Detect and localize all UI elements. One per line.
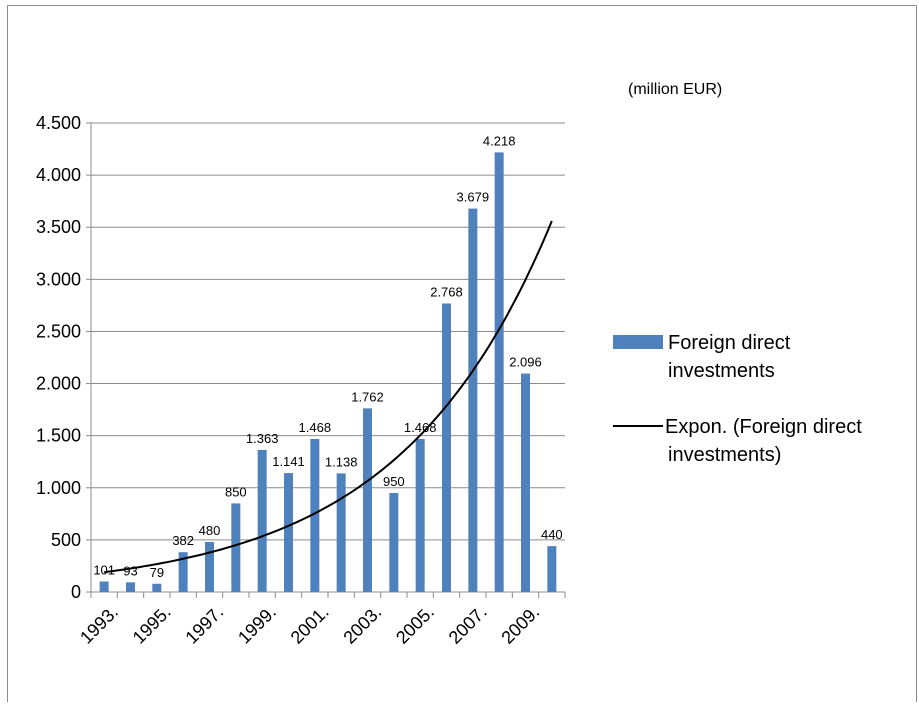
- x-tick-label: 1993.: [76, 602, 122, 648]
- data-label: 440: [541, 527, 563, 542]
- bar: [126, 582, 135, 592]
- data-label: 950: [383, 474, 405, 489]
- data-label: 850: [225, 484, 247, 499]
- bar: [257, 449, 267, 592]
- trendline: [104, 220, 553, 574]
- trendline-layer: [104, 220, 553, 574]
- y-tick-label: 500: [51, 530, 81, 550]
- data-label: 4.218: [483, 133, 516, 148]
- bar: [205, 541, 214, 592]
- legend: Foreign direct investments Expon. (Forei…: [613, 332, 862, 466]
- y-tick-label: 3.500: [36, 217, 81, 237]
- bar: [468, 208, 478, 592]
- x-tick-label: 2009.: [497, 602, 543, 648]
- bar: [152, 583, 162, 592]
- x-tick-label: 2005.: [392, 602, 438, 648]
- bar: [284, 473, 293, 592]
- data-label: 1.468: [299, 420, 332, 435]
- legend-label-trend-line1: Expon. (Foreign direct: [665, 416, 862, 438]
- data-label: 93: [123, 563, 137, 578]
- gridlines: [91, 122, 565, 541]
- data-label: 480: [199, 523, 221, 538]
- data-label: 79: [150, 565, 164, 580]
- bar: [547, 546, 557, 592]
- x-tick-label: 2001.: [287, 602, 333, 648]
- chart-area: 101 93 79 382 480 850 1.363 1.141 1.468 1.138 1.76…: [7, 5, 917, 702]
- data-label: 1.138: [325, 454, 358, 469]
- y-tick-label: 2.500: [36, 321, 81, 341]
- x-tick-label: 2007.: [445, 602, 491, 648]
- bar: [442, 303, 451, 592]
- data-label: 1.762: [351, 389, 384, 404]
- axes: [86, 122, 566, 598]
- bar: [389, 492, 399, 592]
- legend-label-trend-line2: investments): [668, 444, 781, 466]
- bars: [99, 152, 557, 592]
- unit-label: (million EUR): [628, 81, 722, 98]
- x-tick-label: 1997.: [181, 602, 227, 648]
- fdi-chart: 101 93 79 382 480 850 1.363 1.141 1.468 1.138 1.76…: [36, 81, 862, 648]
- y-tick-label: 4.500: [36, 113, 81, 133]
- y-tick-label: 4.000: [36, 165, 81, 185]
- data-label: 2.096: [509, 355, 542, 370]
- bar: [363, 408, 372, 592]
- data-label: 1.363: [246, 431, 279, 446]
- legend-swatch-bars: [613, 335, 663, 349]
- data-label: 382: [172, 533, 194, 548]
- data-label: 2.768: [430, 285, 463, 300]
- bar: [494, 152, 504, 592]
- bar: [178, 552, 188, 592]
- x-tick-label: 2003.: [339, 602, 385, 648]
- x-tick-label: 1999.: [234, 602, 280, 648]
- data-label: 1.141: [272, 454, 305, 469]
- bar: [336, 473, 346, 592]
- y-tick-label: 1.000: [36, 478, 81, 498]
- bar: [99, 581, 109, 592]
- data-labels: 101 93 79 382 480 850 1.363 1.141 1.468 1.138 1.76…: [93, 133, 562, 579]
- bar: [310, 439, 320, 592]
- y-tick-label: 1.500: [36, 426, 81, 446]
- bar: [521, 373, 530, 592]
- y-tick-label: 3.000: [36, 269, 81, 289]
- legend-label-bars-line2: investments: [668, 360, 775, 382]
- data-label: 101: [93, 562, 115, 577]
- x-tick-label: 1995.: [129, 602, 175, 648]
- data-label: 1.468: [404, 420, 437, 435]
- legend-label-bars-line1: Foreign direct: [668, 332, 791, 354]
- bar: [415, 439, 425, 592]
- data-label: 3.679: [457, 190, 490, 205]
- y-tick-label: 0: [71, 582, 81, 602]
- y-tick-label: 2.000: [36, 374, 81, 394]
- bar: [231, 503, 241, 592]
